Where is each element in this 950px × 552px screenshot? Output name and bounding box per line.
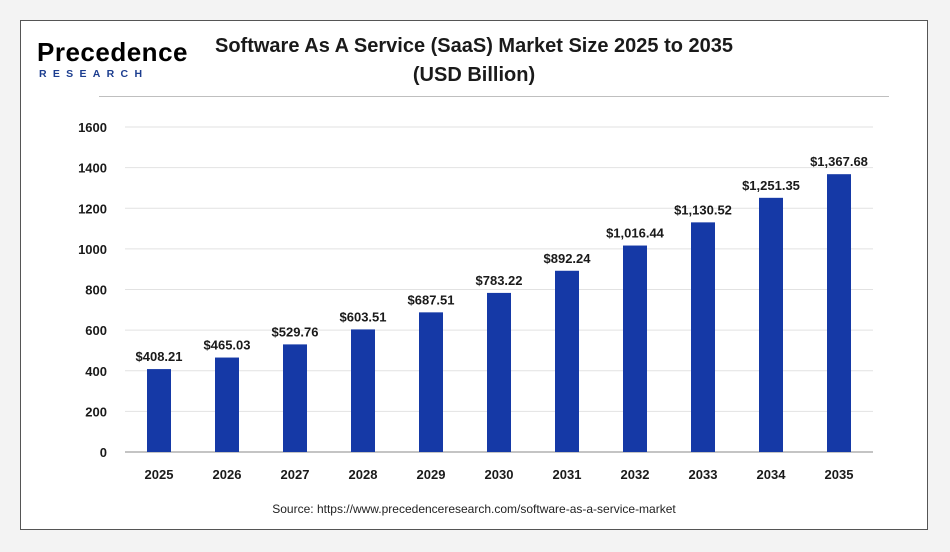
bar-2029 (419, 312, 443, 452)
data-label: $1,130.52 (674, 202, 732, 217)
y-tick-label: 1200 (78, 201, 107, 216)
y-tick-label: 600 (85, 323, 107, 338)
bar-2026 (215, 357, 239, 452)
x-tick-label: 2031 (553, 467, 582, 482)
y-tick-label: 1000 (78, 242, 107, 257)
logo-subtitle: RESEARCH (39, 68, 149, 80)
chart-title: Software As A Service (SaaS) Market Size… (21, 32, 927, 90)
data-label: $529.76 (272, 324, 319, 339)
x-tick-label: 2030 (485, 467, 514, 482)
x-tick-label: 2029 (417, 467, 446, 482)
bar-2027 (283, 344, 307, 452)
data-label: $892.24 (544, 251, 592, 266)
chart-title-line-2: (USD Billion) (412, 64, 536, 86)
precedence-research-logo: Precedence RESEARCH (37, 37, 187, 83)
bar-2025 (147, 369, 171, 452)
x-tick-label: 2033 (689, 467, 718, 482)
data-label: $603.51 (340, 309, 387, 324)
x-tick-label: 2025 (145, 467, 174, 482)
data-label: $1,251.35 (742, 178, 800, 193)
bar-2033 (691, 222, 715, 452)
data-label: $408.21 (136, 349, 183, 364)
y-tick-label: 1600 (78, 120, 107, 135)
source-note: Source: https://www.precedenceresearch.c… (272, 502, 676, 516)
logo-wordmark: Precedence (37, 37, 188, 67)
chart-frame: Precedence RESEARCH Software As A Servic… (20, 20, 928, 530)
y-tick-label: 800 (85, 283, 107, 298)
data-label: $687.51 (408, 292, 455, 307)
bar-2034 (759, 197, 783, 452)
data-label: $1,367.68 (810, 154, 868, 169)
x-tick-label: 2028 (349, 467, 378, 482)
data-label: $783.22 (476, 273, 523, 288)
x-tick-label: 2034 (757, 467, 787, 482)
data-label: $1,016.44 (606, 226, 665, 241)
bar-2030 (487, 292, 511, 452)
title-divider (99, 96, 889, 97)
y-tick-label: 200 (85, 404, 107, 419)
bar-2032 (623, 245, 647, 452)
bar-2028 (351, 329, 375, 452)
bar-chart: 0 200 400 600 800 1000 1200 1400 1600 $408.21 2025… (78, 120, 873, 482)
bar-2035 (827, 174, 851, 452)
bar-2031 (555, 270, 579, 452)
y-tick-label: 0 (100, 445, 107, 460)
x-tick-label: 2035 (825, 467, 854, 482)
x-tick-label: 2027 (281, 467, 310, 482)
chart-title-line-1: Software As A Service (SaaS) Market Size… (214, 35, 734, 57)
y-tick-label: 1400 (78, 161, 107, 176)
data-label: $465.03 (204, 338, 251, 353)
y-tick-label: 400 (85, 364, 107, 379)
x-tick-label: 2032 (621, 467, 650, 482)
x-tick-label: 2026 (213, 467, 242, 482)
